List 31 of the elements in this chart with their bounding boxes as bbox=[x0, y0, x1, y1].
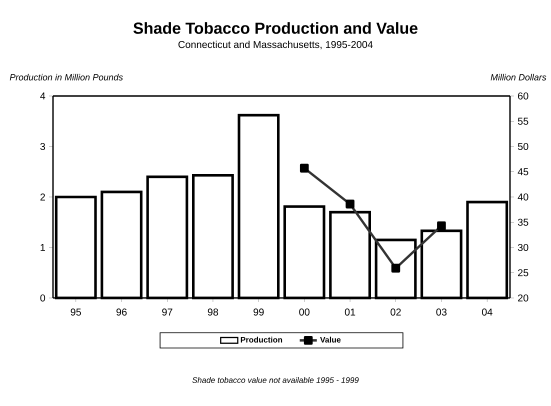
y-axis-title: Production in Million Pounds bbox=[10, 74, 123, 80]
x-tick-label: 99 bbox=[254, 308, 264, 316]
x-tick-label: 98 bbox=[208, 308, 218, 316]
chart-subtitle: Connecticut and Massachusetts, 1995-2004 bbox=[178, 40, 373, 50]
y-tick-label: 4 bbox=[40, 92, 46, 100]
y-tick-label: 2 bbox=[40, 194, 45, 200]
y2-tick-label: 35 bbox=[518, 218, 528, 226]
x-tick-label: 95 bbox=[70, 308, 81, 316]
text: Shade tobacco value not available 1995 - 1999 bbox=[192, 377, 359, 383]
y-tick-label: 0 bbox=[40, 294, 46, 302]
y2-tick-label: 40 bbox=[518, 193, 528, 201]
y2-tick-label: 30 bbox=[518, 244, 528, 252]
y2-tick-label: 45 bbox=[518, 168, 528, 176]
x-tick-label: 00 bbox=[299, 308, 310, 316]
x-tick-label: 96 bbox=[116, 308, 127, 316]
y-tick-label: 1 bbox=[40, 244, 45, 251]
legend-label: Production bbox=[240, 336, 282, 343]
y2-tick-label: 20 bbox=[518, 294, 528, 302]
x-tick-label: 97 bbox=[162, 308, 172, 316]
x-tick-label: 02 bbox=[390, 308, 401, 316]
legend-label: Value bbox=[320, 336, 341, 343]
y2-tick-label: 50 bbox=[518, 142, 528, 150]
y2-tick-label: 25 bbox=[518, 269, 528, 276]
x-tick-label: 01 bbox=[344, 308, 356, 316]
x-tick-label: 03 bbox=[436, 308, 447, 316]
chart-title: Shade Tobacco Production and Value bbox=[133, 22, 418, 34]
y2-tick-label: 60 bbox=[518, 92, 528, 100]
y2-axis-title: Million Dollars bbox=[490, 74, 546, 80]
y2-tick-label: 55 bbox=[518, 118, 528, 125]
y-tick-label: 3 bbox=[40, 142, 46, 150]
x-tick-label: 04 bbox=[482, 308, 492, 316]
